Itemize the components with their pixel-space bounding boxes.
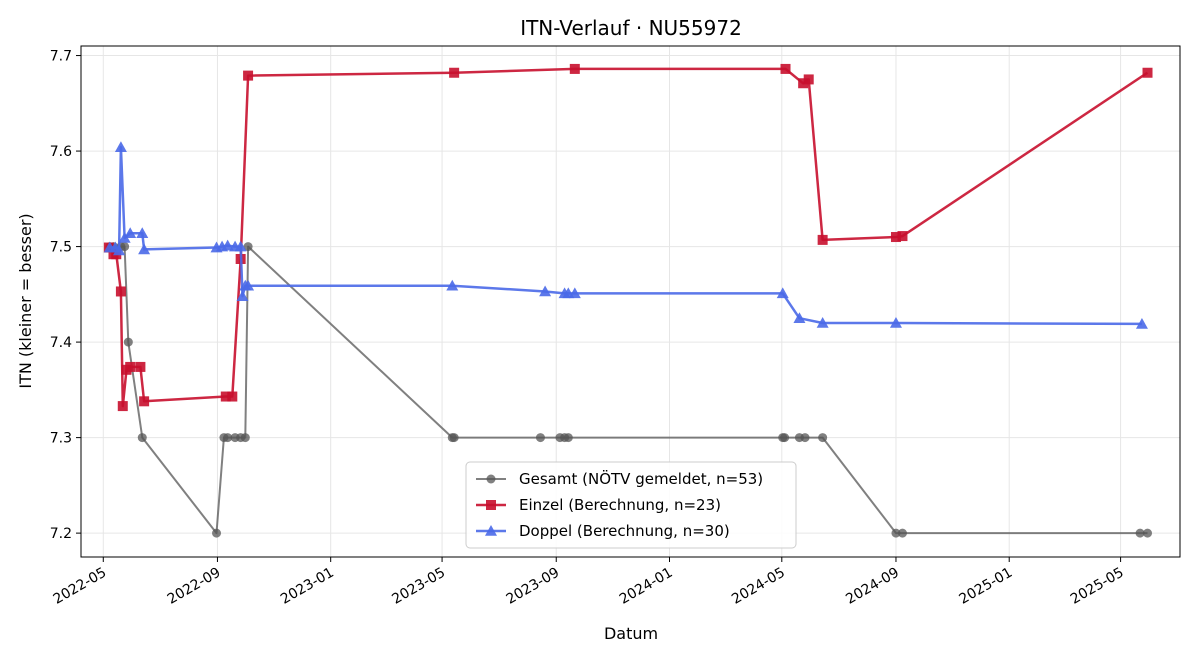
data-point <box>889 316 902 328</box>
data-point <box>818 433 828 443</box>
y-axis-ticks: 7.2 7.3 7.4 7.5 7.6 7.7 <box>50 49 81 542</box>
data-point <box>776 287 789 299</box>
y-axis-label: ITN (kleiner = besser) <box>16 213 35 388</box>
data-point <box>449 433 459 443</box>
data-point <box>234 240 247 252</box>
data-point <box>891 528 901 538</box>
legend-marker <box>485 525 497 536</box>
data-point <box>125 361 136 372</box>
plot-area <box>103 63 1153 538</box>
series-triangle-group <box>103 141 1148 329</box>
data-point <box>897 231 908 242</box>
data-point <box>139 396 150 407</box>
data-point <box>817 234 828 245</box>
data-point <box>240 433 250 443</box>
data-point <box>1143 528 1153 538</box>
x-axis-label: Datum <box>604 624 658 643</box>
data-point <box>535 433 545 443</box>
series-circle-group <box>105 242 1153 538</box>
data-point <box>135 361 146 372</box>
data-point <box>136 227 149 239</box>
legend-label: Einzel (Berechnung, n=23) <box>519 496 721 514</box>
data-point <box>793 312 806 324</box>
data-point <box>115 286 126 297</box>
data-point <box>446 279 459 291</box>
data-point <box>227 391 238 402</box>
legend-label: Doppel (Berechnung, n=30) <box>519 522 730 540</box>
legend-label: Gesamt (NÖTV gemeldet, n=53) <box>519 469 763 488</box>
data-point <box>138 243 151 255</box>
data-point <box>798 78 809 89</box>
data-point <box>897 528 907 538</box>
data-point <box>780 433 790 443</box>
data-point <box>236 290 249 302</box>
y-tick-label: 7.2 <box>50 526 72 542</box>
data-point <box>816 316 829 328</box>
data-point <box>890 232 901 243</box>
chart-title: ITN-Verlauf · NU55972 <box>520 16 742 40</box>
data-point <box>113 244 126 256</box>
legend-marker <box>486 500 496 510</box>
data-point <box>223 433 233 443</box>
data-point <box>137 433 147 443</box>
data-point <box>243 242 253 252</box>
y-tick-label: 7.5 <box>50 240 72 256</box>
y-tick-label: 7.7 <box>50 49 72 65</box>
data-point <box>1135 317 1148 329</box>
data-point <box>539 285 552 297</box>
data-point <box>1142 67 1153 78</box>
data-point <box>803 74 814 85</box>
series-line <box>107 67 1149 408</box>
data-point <box>221 239 234 251</box>
data-point <box>569 63 580 74</box>
y-tick-label: 7.3 <box>50 431 72 447</box>
data-point <box>123 337 133 347</box>
legend-marker <box>486 474 496 484</box>
data-point <box>449 67 460 78</box>
y-tick-label: 7.6 <box>50 144 72 160</box>
plot-frame <box>80 45 1181 558</box>
data-point <box>120 242 130 252</box>
y-tick-label: 7.4 <box>50 335 72 351</box>
legend: Gesamt (NÖTV gemeldet, n=53) Einzel (Bere… <box>465 461 797 549</box>
data-point <box>242 279 255 291</box>
data-point <box>780 63 791 74</box>
grid-lines <box>81 46 1180 557</box>
data-point <box>114 141 127 153</box>
data-point <box>220 391 231 402</box>
legend-box <box>465 461 797 549</box>
data-point <box>124 227 137 239</box>
data-point <box>563 433 573 443</box>
data-point <box>117 401 128 412</box>
data-point <box>1135 528 1145 538</box>
data-point <box>243 70 254 81</box>
data-point <box>568 287 581 299</box>
data-point <box>212 528 222 538</box>
data-point <box>800 433 810 443</box>
